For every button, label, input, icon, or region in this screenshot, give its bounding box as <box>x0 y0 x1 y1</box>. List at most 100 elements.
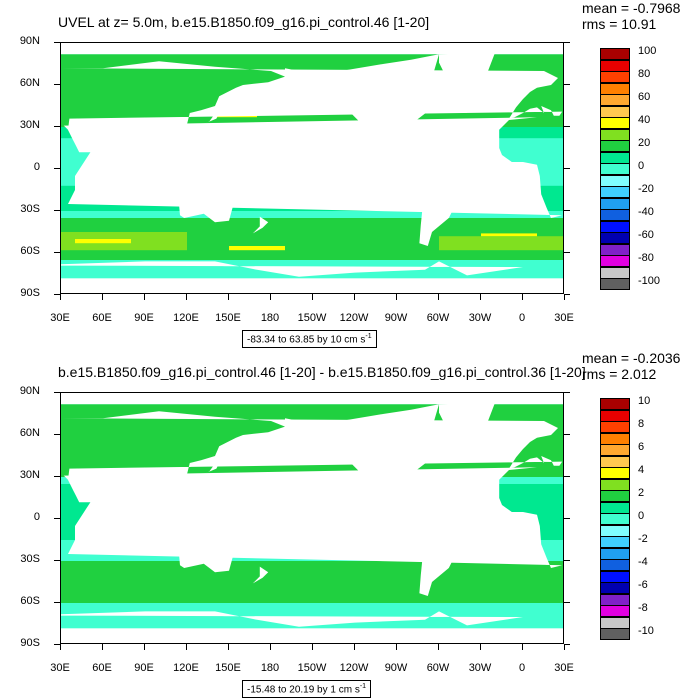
lat-tick <box>564 168 570 169</box>
lat-tick <box>54 476 60 477</box>
colorbar-label: -6 <box>638 579 648 591</box>
map-title: UVEL at z= 5.0m, b.e15.B1850.f09_g16.pi_… <box>58 14 430 30</box>
ocean-field-map <box>61 43 563 293</box>
lon-tick-label: 120W <box>339 662 369 674</box>
colorbar-swatch <box>600 232 630 244</box>
colorbar-swatch <box>600 593 630 606</box>
land-mass <box>202 170 229 182</box>
lon-tick-label: 0 <box>518 662 526 674</box>
colorbar-swatch <box>600 616 630 629</box>
colorbar-swatch <box>600 409 630 422</box>
lat-tick <box>54 294 60 295</box>
colorbar-swatch <box>600 117 630 129</box>
lon-tick <box>228 644 229 650</box>
map-plot-area <box>60 42 564 294</box>
range-label: -15.48 to 20.19 by 1 cm s-1 <box>242 680 372 699</box>
land-mass <box>173 160 186 174</box>
lon-tick <box>564 294 565 300</box>
lon-tick <box>480 644 481 650</box>
lon-tick <box>438 294 439 300</box>
lat-tick-label: 0 <box>33 511 40 523</box>
lat-tick-label: 30S <box>20 553 40 565</box>
land-mass <box>63 117 563 218</box>
lon-tick <box>312 644 313 650</box>
lon-tick <box>564 644 565 650</box>
lon-tick-label: 120E <box>173 662 199 674</box>
lon-tick-label: 150W <box>297 662 327 674</box>
colorbar-swatch <box>600 444 630 456</box>
land-mass <box>173 510 186 524</box>
lon-tick-label: 30E <box>50 312 70 324</box>
colorbar-swatch <box>600 278 630 290</box>
lat-tick-label: 30N <box>19 469 40 481</box>
colorbar-swatch <box>600 243 630 256</box>
colorbar-label: 80 <box>638 68 651 80</box>
colorbar-swatch <box>600 421 630 433</box>
lon-tick <box>270 644 271 650</box>
lat-tick <box>564 84 570 85</box>
colorbar-label: -8 <box>638 602 648 614</box>
lon-tick <box>396 644 397 650</box>
land-mass <box>201 457 222 476</box>
lat-tick <box>54 168 60 169</box>
lat-tick <box>564 126 570 127</box>
colorbar-label: -80 <box>638 252 654 264</box>
lon-tick-label: 150E <box>215 312 241 324</box>
lon-tick <box>102 294 103 300</box>
lat-tick-label: 60N <box>19 427 40 439</box>
colorbar-swatch <box>600 197 630 210</box>
lon-tick <box>522 294 523 300</box>
colorbar-swatch <box>600 513 630 525</box>
land-mass <box>152 162 168 178</box>
lon-tick <box>354 644 355 650</box>
colorbar-label: 60 <box>638 91 651 103</box>
lon-tick <box>60 644 61 650</box>
colorbar-swatch <box>600 209 630 221</box>
lat-tick-label: 0 <box>33 161 40 173</box>
colorbar-swatch <box>600 559 630 571</box>
acc-core-2 <box>439 236 563 251</box>
lon-tick-label: 0 <box>518 312 526 324</box>
colorbar-swatch <box>600 490 630 502</box>
colorbar-swatch <box>600 151 630 164</box>
lat-tick <box>564 644 570 645</box>
colorbar-label: -40 <box>638 206 654 218</box>
lat-tick-label: 30N <box>19 119 40 131</box>
lat-tick <box>54 560 60 561</box>
colorbar-swatch <box>600 266 630 279</box>
rms-value: rms = 2.012 <box>582 366 657 382</box>
lon-tick-label: 120W <box>339 312 369 324</box>
colorbar-label: 100 <box>638 45 657 57</box>
land-mass <box>514 87 526 99</box>
colorbar-label: 20 <box>638 137 651 149</box>
lat-tick <box>54 210 60 211</box>
lon-tick-label: 90E <box>134 312 154 324</box>
land-mass <box>61 411 563 518</box>
mean-value: mean = -0.7968 <box>582 0 681 16</box>
lon-tick <box>396 294 397 300</box>
colorbar-swatch <box>600 398 630 410</box>
lat-tick <box>564 294 570 295</box>
colorbar-swatch <box>600 140 630 152</box>
land-mass <box>201 107 222 126</box>
colorbar-swatch <box>600 71 630 83</box>
colorbar-label: 40 <box>638 114 651 126</box>
colorbar-label: 10 <box>638 395 651 407</box>
colorbar-swatch <box>600 105 630 118</box>
lat-tick <box>564 392 570 393</box>
arctic-land <box>61 393 563 405</box>
lon-tick-label: 30W <box>468 312 492 324</box>
colorbar-swatch <box>600 163 630 175</box>
colorbar-swatch <box>600 220 630 233</box>
lon-tick-label: 180 <box>260 662 280 674</box>
colorbar-swatch <box>600 547 630 560</box>
lon-tick-label: 60E <box>92 312 112 324</box>
acc-jet-3 <box>481 233 537 237</box>
colorbar-label: 0 <box>638 510 645 522</box>
colorbar-label: 4 <box>638 464 645 476</box>
lat-tick-label: 60S <box>20 595 40 607</box>
land-mass <box>61 61 563 168</box>
lat-tick-label: 60N <box>19 77 40 89</box>
lon-tick <box>480 294 481 300</box>
colorbar-swatch <box>600 48 630 60</box>
